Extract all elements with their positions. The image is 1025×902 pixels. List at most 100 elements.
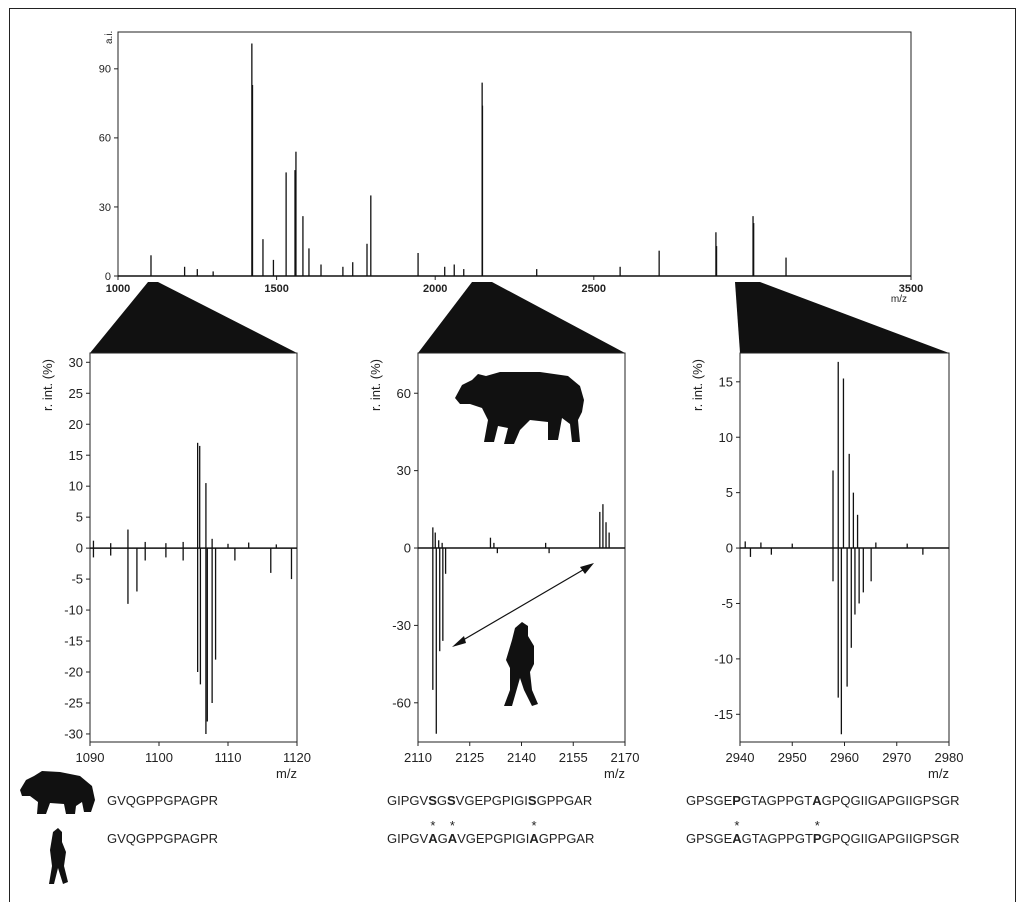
- sequence-segment: GTAGPPGT: [742, 831, 813, 846]
- sequence-segment: S: [428, 793, 437, 808]
- y-tick-label: 90: [99, 64, 111, 76]
- bear-icon: [20, 771, 95, 814]
- y-tick-label: -5: [71, 572, 83, 587]
- substitution-mark: *: [815, 818, 820, 833]
- y-tick-label: -10: [64, 603, 83, 618]
- y-tick-label: 60: [99, 133, 111, 145]
- y-tick-label: 20: [69, 417, 83, 432]
- y-tick-label: 30: [397, 463, 411, 478]
- sequence-segment: P: [813, 831, 822, 846]
- x-tick-label: 2950: [778, 750, 807, 765]
- y-axis-label: r. int. (%): [368, 359, 383, 411]
- arrow: [457, 566, 589, 644]
- sequence-segment: GPQGIIGAPGIIGPSGR: [822, 831, 960, 846]
- sequence-segment: A: [428, 831, 438, 846]
- x-tick-label: 1090: [76, 750, 105, 765]
- y-tick-label: 15: [69, 448, 83, 463]
- x-tick-label: 2110: [404, 750, 432, 765]
- x-tick-label: 2980: [935, 750, 964, 765]
- bear-icon: [455, 372, 584, 444]
- y-tick-label: 0: [726, 541, 733, 556]
- y-tick-label: -10: [714, 651, 733, 666]
- y-tick-label: 5: [76, 510, 83, 525]
- y-tick-label: 10: [719, 430, 733, 445]
- sequence-segment: A: [448, 831, 458, 846]
- sequence-segment: VGEPGPIGI: [456, 793, 528, 808]
- arrow-head: [580, 563, 594, 574]
- x-axis-label: m/z: [928, 766, 949, 781]
- arrow-head: [452, 636, 466, 647]
- sequence-segment: G: [437, 793, 447, 808]
- y-tick-label: 30: [99, 202, 111, 214]
- x-tick-label: 1110: [215, 750, 242, 765]
- sequence-segment: G: [438, 831, 448, 846]
- x-tick-label: 2960: [830, 750, 859, 765]
- x-tick-label: 2155: [559, 750, 588, 765]
- y-axis-label: a.i.: [104, 31, 115, 44]
- sequence-segment: GTAGPPGT: [741, 793, 812, 808]
- substitution-mark: *: [430, 818, 435, 833]
- sequence-segment: GPPGAR: [537, 793, 593, 808]
- substitution-mark: *: [532, 818, 537, 833]
- sequence-segment: P: [732, 793, 741, 808]
- y-tick-label: -60: [392, 695, 411, 710]
- y-tick-label: -30: [392, 618, 411, 633]
- zoom-wedge: [418, 282, 625, 353]
- y-axis-label: r. int. (%): [690, 359, 705, 411]
- x-tick-label: 2500: [582, 283, 606, 295]
- sequence-segment: GPSGE: [686, 793, 733, 808]
- sequence-segment: GPQGIIGAPGIIGPSGR: [822, 793, 960, 808]
- y-axis-label: r. int. (%): [40, 359, 55, 411]
- sequence-segment: GIPGV: [387, 831, 429, 846]
- human-icon: [49, 828, 68, 884]
- x-tick-label: 1100: [145, 750, 173, 765]
- x-tick-label: 1120: [283, 750, 311, 765]
- x-tick-label: 2170: [611, 750, 640, 765]
- y-tick-label: -20: [64, 665, 83, 680]
- x-axis-label: m/z: [604, 766, 625, 781]
- y-tick-label: 0: [404, 541, 411, 556]
- sequence-segment: A: [732, 831, 742, 846]
- zoom-wedge: [735, 282, 949, 353]
- plot-frame: [117, 31, 912, 277]
- y-tick-label: 30: [69, 355, 83, 370]
- y-tick-label: -25: [64, 696, 83, 711]
- sequence-segment: GIPGV: [387, 793, 429, 808]
- x-axis-label: m/z: [276, 766, 297, 781]
- sequence-segment: GPPGAR: [539, 831, 595, 846]
- y-tick-label: 0: [76, 541, 83, 556]
- x-tick-label: 2125: [455, 750, 484, 765]
- y-tick-label: -15: [714, 707, 733, 722]
- y-tick-label: -30: [64, 726, 83, 741]
- x-axis-label: m/z: [891, 294, 907, 305]
- y-tick-label: 0: [105, 271, 111, 283]
- y-tick-label: 60: [397, 386, 411, 401]
- sequence-segment: VGEPGPIGI: [457, 831, 529, 846]
- sequence-segment: S: [528, 793, 537, 808]
- x-tick-label: 2970: [882, 750, 911, 765]
- figure-border: [9, 8, 1016, 902]
- sequence-segment: GPSGE: [686, 831, 733, 846]
- sequence-segment: GVQGPPGPAGPR: [107, 831, 218, 846]
- x-tick-label: 2000: [423, 283, 447, 295]
- x-tick-label: 1000: [106, 283, 130, 295]
- x-tick-label: 1500: [264, 283, 288, 295]
- sequence-segment: S: [447, 793, 456, 808]
- x-tick-label: 3500: [899, 283, 923, 295]
- zoom-wedge: [90, 282, 297, 353]
- substitution-mark: *: [450, 818, 455, 833]
- y-tick-label: -5: [721, 596, 733, 611]
- y-tick-label: 15: [719, 374, 733, 389]
- x-tick-label: 2140: [507, 750, 536, 765]
- sequence-segment: A: [529, 831, 539, 846]
- y-tick-label: 10: [69, 479, 83, 494]
- x-tick-label: 2940: [726, 750, 755, 765]
- y-tick-label: -15: [64, 634, 83, 649]
- sequence-segment: GVQGPPGPAGPR: [107, 793, 218, 808]
- human-icon: [504, 622, 538, 706]
- y-tick-label: 25: [69, 386, 83, 401]
- substitution-mark: *: [734, 818, 739, 833]
- sequence-segment: A: [812, 793, 822, 808]
